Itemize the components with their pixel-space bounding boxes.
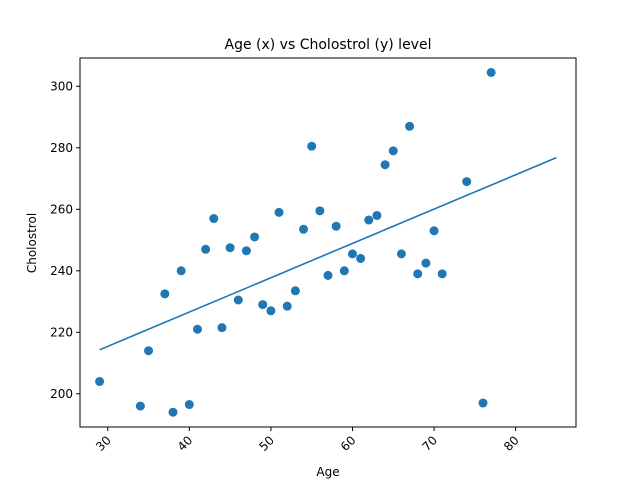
scatter-point	[380, 160, 390, 170]
scatter-point	[258, 300, 268, 310]
y-axis-ticks: 200 220 240 260 280 300	[50, 79, 80, 401]
chart-title: Age (x) vs Cholostrol (y) level	[225, 37, 432, 53]
scatter-point	[388, 146, 398, 156]
scatter-point	[209, 214, 219, 224]
scatter-point	[184, 400, 194, 410]
scatter-point	[396, 249, 406, 259]
scatter-point	[405, 121, 415, 131]
plot-area	[95, 67, 557, 417]
scatter-point	[250, 232, 260, 242]
scatter-point	[421, 258, 431, 268]
scatter-point	[201, 244, 211, 254]
scatter-point	[266, 306, 276, 316]
scatter-point	[176, 266, 186, 276]
scatter-point	[315, 206, 325, 216]
trend-line	[99, 156, 557, 351]
plot-frame	[79, 57, 577, 428]
x-axis-label: Age	[316, 465, 339, 479]
scatter-point	[135, 401, 145, 411]
scatter-point	[144, 346, 154, 356]
scatter-point	[95, 376, 105, 386]
scatter-point	[290, 286, 300, 296]
y-tick-label: 220	[50, 325, 73, 339]
scatter-point	[241, 246, 251, 256]
scatter-point	[323, 270, 333, 280]
scatter-point	[413, 269, 423, 279]
scatter-point	[168, 407, 178, 417]
scatter-point	[478, 398, 488, 408]
y-tick-label: 300	[50, 79, 73, 93]
scatter-point	[331, 221, 341, 231]
scatter-point	[347, 249, 357, 259]
y-tick-label: 280	[50, 141, 73, 155]
scatter-point	[437, 269, 447, 279]
scatter-point	[217, 323, 227, 333]
scatter-point	[160, 289, 170, 299]
scatter-point	[356, 253, 366, 263]
scatter-point	[339, 266, 349, 276]
scatter-point	[225, 243, 235, 253]
scatter-point	[233, 295, 243, 305]
scatter-point	[372, 210, 382, 220]
y-axis-label: Cholostrol	[25, 213, 39, 273]
scatter-point	[462, 177, 472, 187]
scatter-point	[429, 226, 439, 236]
y-tick-label: 200	[50, 387, 73, 401]
scatter-point	[192, 324, 202, 334]
scatter-point	[299, 224, 309, 234]
y-tick-label: 240	[50, 264, 73, 278]
scatter-point	[274, 207, 284, 217]
scatter-point	[282, 301, 292, 311]
scatter-point	[307, 141, 317, 151]
scatter-point	[486, 67, 496, 77]
scatter-point	[364, 215, 374, 225]
y-tick-label: 260	[50, 202, 73, 216]
